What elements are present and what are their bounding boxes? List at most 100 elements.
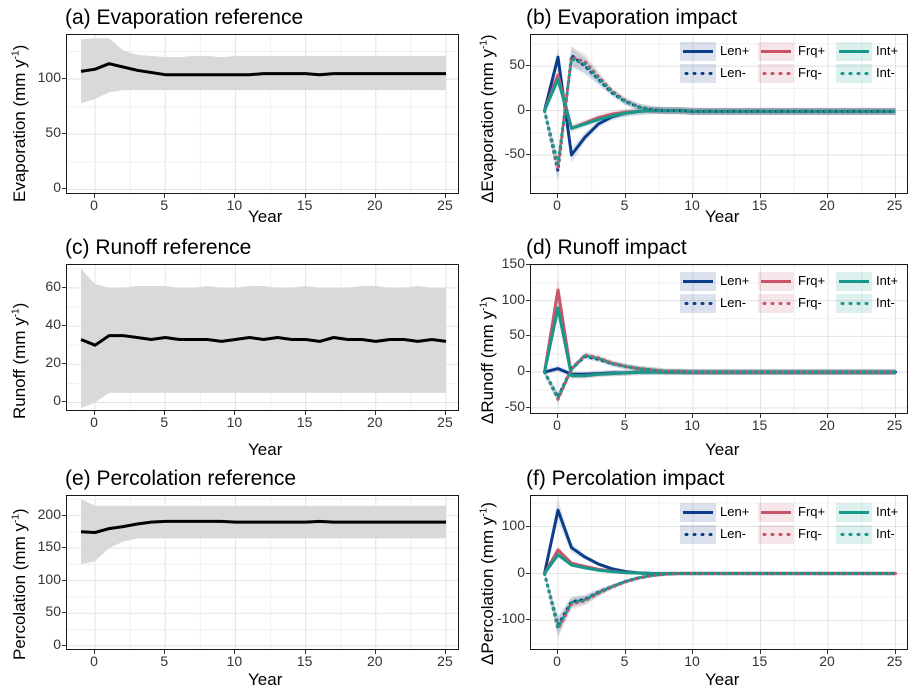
x-tick-label: 0 [90, 414, 98, 430]
x-tick-label: 0 [553, 197, 561, 213]
x-tick-mark [759, 650, 761, 654]
y-tick-label: 0 [53, 635, 61, 652]
y-axis-label: Evaporation (mm y-1) [10, 45, 30, 202]
y-tick-mark [526, 335, 530, 337]
legend-label: Int+ [876, 273, 899, 288]
x-tick-mark [304, 411, 306, 415]
x-tick-mark [234, 194, 236, 198]
series-band-Len- [544, 571, 896, 635]
y-tick-label: 50 [45, 603, 61, 620]
y-tick-mark [526, 264, 530, 265]
y-tick-mark [526, 572, 530, 574]
y-tick-mark [62, 188, 66, 190]
x-tick-label: 0 [553, 417, 561, 433]
plot-svg [531, 265, 907, 413]
legend-key [680, 272, 716, 291]
x-tick-mark [374, 194, 376, 198]
y-tick-mark [526, 406, 530, 408]
legend-label: Len- [720, 65, 747, 80]
x-tick-label: 20 [366, 197, 383, 213]
x-tick-mark [374, 650, 376, 654]
series-band-Int+ [544, 296, 896, 379]
y-tick-label: 50 [45, 124, 61, 141]
x-tick-mark [759, 194, 761, 198]
plot-svg [67, 35, 458, 193]
x-tick-mark [827, 194, 828, 198]
x-axis-label: Year [248, 670, 283, 689]
x-tick-label: 10 [684, 653, 700, 669]
y-tick-mark [62, 133, 66, 135]
x-tick-mark [624, 414, 626, 418]
y-tick-label: 150 [37, 538, 61, 555]
legend-label: Frq- [798, 65, 822, 80]
legend-key [680, 64, 716, 83]
legend-label: Frq- [798, 295, 822, 310]
y-tick-mark [526, 299, 530, 301]
plot-svg [67, 496, 458, 649]
x-tick-mark [894, 194, 896, 198]
x-tick-mark [94, 194, 96, 198]
y-axis-label-text: Percolation (mm y [10, 523, 29, 660]
y-tick-label: 0 [517, 563, 525, 580]
plot-area [66, 264, 459, 411]
chart-title: (a) Evaporation reference [65, 6, 304, 29]
y-tick-label: 100 [501, 516, 525, 533]
y-axis-label: ΔEvaporation (mm y-1) [478, 34, 498, 203]
legend-label: Frq- [798, 526, 822, 541]
plot-area [66, 495, 459, 650]
legend-key [758, 294, 794, 313]
series-band-Len- [544, 45, 896, 182]
x-tick-label: 20 [819, 653, 835, 669]
x-tick-label: 10 [684, 417, 700, 433]
y-tick-mark [62, 286, 66, 288]
x-tick-mark [444, 411, 446, 415]
series-band-Int- [544, 571, 896, 638]
x-tick-mark [444, 194, 446, 198]
y-tick-mark [526, 371, 530, 373]
x-tick-label: 10 [226, 653, 243, 669]
grid [531, 265, 907, 413]
x-tick-label: 10 [226, 197, 243, 213]
y-tick-label: 60 [45, 277, 61, 294]
series-line [80, 62, 446, 77]
y-tick-mark [526, 109, 530, 111]
x-tick-mark [164, 650, 166, 654]
x-tick-mark [894, 650, 896, 654]
legend-key [758, 64, 794, 83]
y-tick-mark [526, 619, 530, 621]
legend-key [836, 64, 872, 83]
y-tick-label: 0 [517, 362, 525, 379]
y-tick-label: -100 [496, 610, 525, 627]
x-tick-label: 15 [751, 197, 768, 213]
legend-key [836, 42, 872, 61]
y-axis-label-superscript: -1 [478, 507, 490, 517]
legend-label: Frq+ [798, 504, 826, 519]
y-axis-label-text: ΔEvaporation (mm y [478, 48, 497, 203]
x-tick-label: 20 [366, 653, 383, 669]
x-tick-mark [374, 411, 376, 415]
x-tick-mark [234, 650, 236, 654]
x-tick-label: 20 [819, 417, 835, 433]
y-tick-mark [62, 363, 66, 365]
y-tick-label: 150 [501, 255, 525, 271]
y-tick-label: 40 [45, 316, 61, 333]
x-tick-label: 15 [751, 653, 768, 669]
y-tick-label: 20 [45, 354, 61, 371]
x-tick-mark [557, 194, 558, 198]
legend-label: Len+ [720, 504, 750, 519]
series-line-Int+ [543, 77, 896, 130]
y-axis-label-close: ) [10, 302, 29, 309]
x-tick-label: 5 [620, 653, 629, 669]
y-axis-label-text: Evaporation (mm y [10, 59, 29, 202]
legend-label: Int+ [876, 504, 899, 519]
y-axis-label-text: ΔPercolation (mm y [478, 516, 497, 665]
y-tick-mark [62, 514, 66, 516]
x-tick-label: 10 [684, 197, 700, 213]
legend-label: Int- [876, 526, 895, 541]
x-tick-mark [164, 411, 166, 415]
series-band-Len- [544, 353, 896, 402]
y-tick-label: 50 [509, 326, 525, 343]
y-tick-mark [62, 547, 66, 549]
series-line-Int- [543, 57, 897, 166]
plot-area [530, 495, 908, 650]
